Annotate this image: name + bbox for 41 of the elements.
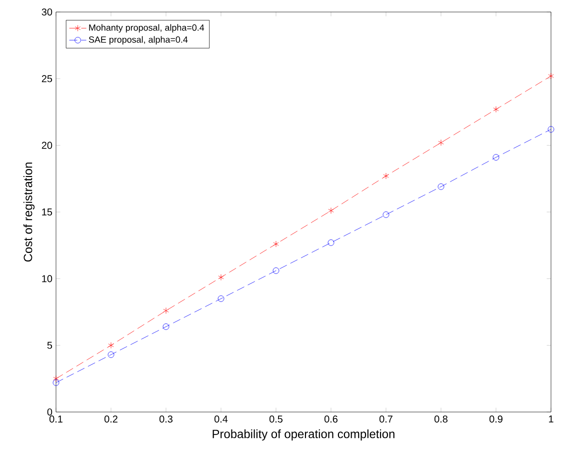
y-tick-label: 5: [47, 342, 52, 349]
x-axis-title: Probability of operation completion: [212, 429, 394, 441]
point: [438, 139, 444, 146]
y-tick-label: 0: [47, 408, 52, 416]
point: [328, 207, 334, 214]
x-tick-label: 0.7: [379, 416, 392, 423]
y-tick-label: 10: [42, 275, 52, 282]
point: [108, 342, 114, 349]
x-tick-label: 0.9: [489, 416, 502, 423]
point: [548, 72, 554, 80]
y-tick-label: 30: [42, 8, 52, 16]
x-tick-label: 0.4: [214, 416, 228, 423]
x-tick-label: 0.6: [324, 416, 338, 423]
x-tick-label: 0.2: [104, 416, 118, 423]
point: [548, 126, 554, 133]
point: [218, 295, 224, 302]
x-tick-label: 0.8: [434, 416, 448, 423]
point: [272, 267, 280, 274]
y-tick-label: 15: [42, 208, 52, 216]
point: [53, 375, 59, 382]
point: [273, 240, 279, 248]
legend-label: SAE proposal, alpha=0.4: [88, 36, 188, 45]
point: [383, 172, 389, 180]
point: [328, 239, 334, 246]
point: [218, 274, 224, 281]
y-tick-label: 25: [42, 75, 52, 82]
y-axis-title: Cost of registration: [23, 162, 35, 262]
x-tick-label: 1: [548, 416, 554, 422]
point: [438, 183, 444, 190]
y-tick-label: 20: [42, 142, 52, 149]
point: [492, 154, 500, 161]
point: [52, 379, 60, 386]
x-tick-label: 0.3: [159, 416, 172, 423]
point: [493, 106, 499, 113]
x-tick-label: 0.5: [269, 416, 283, 423]
point: [108, 351, 114, 358]
point: [382, 211, 390, 218]
legend-label: Mohanty proposal, alpha=0.4: [89, 24, 204, 33]
point: [163, 307, 169, 314]
x-tick-label: 0.1: [49, 416, 62, 423]
point: [162, 323, 170, 330]
